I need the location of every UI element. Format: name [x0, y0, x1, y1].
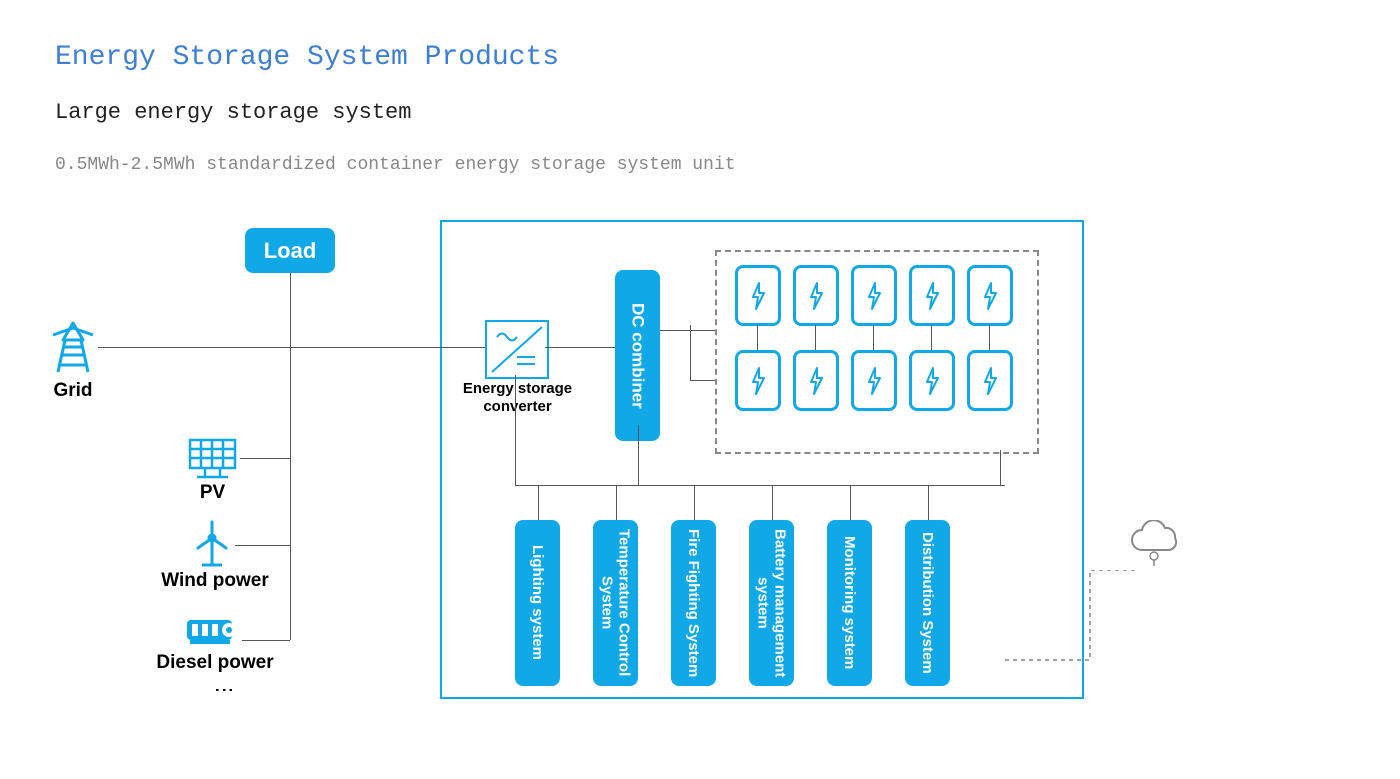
subsystem-box: Distribution System [905, 520, 950, 686]
wire [616, 485, 617, 520]
wire [515, 375, 516, 485]
wire [290, 347, 291, 640]
wire [290, 273, 291, 348]
wire [931, 325, 932, 350]
wire [98, 347, 518, 348]
wire [242, 640, 290, 641]
wire [660, 330, 715, 331]
subsystem-box: Fire Fighting System [671, 520, 716, 686]
battery-cell [793, 265, 839, 326]
wire [772, 485, 773, 520]
subsystem-box: Battery management system [749, 520, 794, 686]
grid-label: Grid [38, 380, 108, 402]
wire [989, 325, 990, 350]
wire [694, 485, 695, 520]
wire [545, 347, 615, 348]
diesel-icon [182, 610, 242, 655]
battery-cell [909, 350, 955, 411]
converter-box [485, 320, 549, 379]
wire [815, 325, 816, 350]
load-box: Load [245, 228, 335, 273]
cloud-link-dash [1005, 570, 1125, 690]
dc-combiner-box: DC combiner [615, 270, 660, 441]
wire [638, 425, 639, 485]
system-diagram: Load Grid PV [30, 210, 1370, 750]
wind-label: Wind power [150, 570, 280, 592]
battery-cell [909, 265, 955, 326]
battery-cell [851, 265, 897, 326]
ellipsis-dots: ⋮ [210, 680, 234, 704]
wire [873, 325, 874, 350]
grid-icon [48, 320, 98, 380]
diesel-label: Diesel power [140, 652, 290, 674]
cloud-icon [1124, 520, 1184, 575]
subsystem-box: Lighting system [515, 520, 560, 686]
wire [690, 380, 715, 381]
wire [690, 325, 691, 380]
pv-label: PV [190, 482, 235, 504]
wire [240, 458, 290, 459]
subsystem-box: Temperature Control System [593, 520, 638, 686]
battery-cell [793, 350, 839, 411]
converter-label: Energy storage converter [450, 380, 585, 416]
subsystem-box: Monitoring system [827, 520, 872, 686]
wire [757, 325, 758, 350]
page-title: Energy Storage System Products [55, 42, 559, 73]
page-subtitle: Large energy storage system [55, 100, 411, 125]
wire [1000, 450, 1001, 485]
wire [538, 485, 539, 520]
battery-cell [967, 265, 1013, 326]
battery-cell [735, 350, 781, 411]
wire [928, 485, 929, 520]
wire [850, 485, 851, 520]
wire [235, 545, 290, 546]
wire [515, 485, 1005, 486]
page-description: 0.5MWh-2.5MWh standardized container ene… [55, 155, 736, 175]
battery-cell [967, 350, 1013, 411]
wind-icon [190, 520, 235, 575]
battery-cell [735, 265, 781, 326]
pv-icon [185, 435, 240, 485]
battery-cell [851, 350, 897, 411]
